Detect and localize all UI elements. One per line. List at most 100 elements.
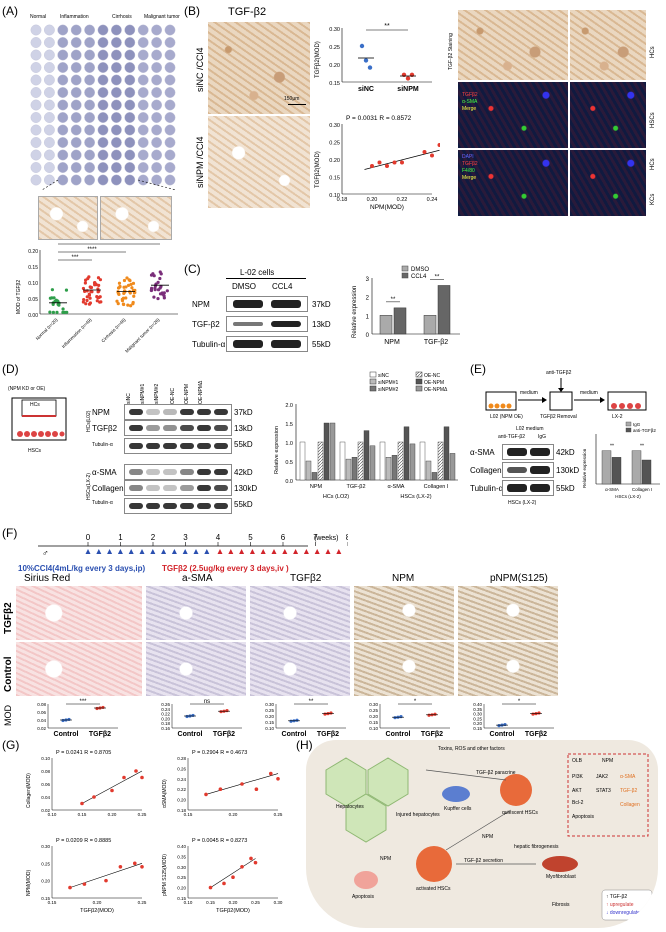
ytick-label: 0.18 (161, 721, 170, 726)
row-label-sinpm: siNPM /CCl4 (195, 136, 205, 188)
blot-band (214, 425, 228, 431)
blot-band (129, 409, 143, 415)
data-point (363, 58, 369, 63)
stat-label: P = 0.0209 R = 0.8885 (56, 838, 111, 844)
ytick-label: 0.15 (329, 176, 340, 182)
ytick-label: 0.30 (177, 865, 186, 870)
tma-spot (44, 99, 55, 111)
data-point (96, 276, 101, 280)
img-tgfb2-control (250, 642, 350, 696)
xtick-label: 0.22 (397, 197, 408, 203)
ytick-label: 1.0 (285, 441, 293, 447)
data-point (116, 291, 120, 295)
tma-spot (151, 74, 163, 86)
bar (449, 453, 456, 481)
tma-zoom-left (38, 196, 98, 240)
tma-spot (84, 137, 95, 148)
tma-spot (70, 24, 82, 36)
ytick-label: 0.20 (177, 886, 186, 891)
treat-tgfb2: TGFβ2 (2.5ug/kg every 3 days,iv ) (162, 564, 289, 573)
data-point (65, 310, 69, 314)
mod-dotplot: 0.26 0.24 0.22 0.20 0.18 0.16 Control TGFβ2 ns (150, 698, 250, 738)
bar (409, 443, 416, 481)
panel-label-h: (H) (296, 738, 313, 752)
panel-b-correlation: P = 0.0031 R = 0.8572 0.30 0.25 0.20 0.15 0.1… (312, 110, 442, 220)
week-label: 6 (281, 533, 286, 542)
data-point (83, 289, 87, 294)
ytick-label: 0.00 (28, 313, 38, 319)
tma-spot (70, 162, 82, 173)
h-label-olb: OLB (572, 758, 583, 764)
bar (419, 441, 426, 481)
week-label: 4 (216, 533, 221, 542)
xlabel: TGF-β2 (424, 339, 448, 346)
bar (385, 456, 392, 481)
tma-spot (164, 62, 176, 73)
tma-spot (44, 49, 55, 61)
xtick-label: 0.20 (367, 197, 378, 203)
stain-asma: a-SMA (182, 573, 213, 584)
data-point (118, 284, 122, 289)
ihc-sinc (208, 22, 310, 114)
tma-spot (84, 162, 95, 173)
blot-band (146, 425, 160, 431)
row-tgfb2: TGFβ2 (3, 602, 14, 634)
ytick-label: 0.16 (161, 726, 170, 731)
data-point (162, 294, 166, 298)
ylabel: pNPM S125(MOD) (162, 854, 168, 896)
img-tgfb2-tgfb2 (250, 586, 350, 640)
tma-spot (30, 62, 42, 73)
fluor-text-f480: F4/80 (462, 168, 475, 174)
blot-e-collagen (502, 462, 554, 478)
zoom-line (137, 179, 177, 191)
tgfb2-arrow (228, 549, 234, 554)
ccl4-arrow (117, 549, 123, 554)
xlabel: TGFβ2(MOD) (216, 908, 250, 914)
lane-sinpm2: siNPM#2 (154, 383, 160, 404)
tma-spot (44, 62, 55, 73)
ccl4-arrow (107, 549, 113, 554)
data-point (120, 299, 125, 303)
ytick-label: 0.15 (28, 265, 38, 271)
panel-c-barchart: 3 2 1 0 Relative expression DMSO CCL4 NPM ** TGF-… (348, 264, 468, 360)
tma-spot (97, 62, 109, 73)
bar (437, 285, 451, 335)
panel-f-ylabel: MOD (3, 705, 13, 726)
data-point (222, 881, 226, 886)
panel-b-title: TGF-β2 (228, 6, 267, 18)
h-label-activated: activated HSCs (416, 886, 451, 892)
tma-spot (97, 24, 109, 36)
h-label-akt: AKT (572, 788, 582, 794)
blot-band (214, 503, 228, 509)
mechanism-diagram: Toxins, ROS and other factors Hepatocyte… (306, 740, 658, 928)
tma-spot (84, 24, 95, 36)
data-point (218, 787, 223, 791)
bar (351, 456, 358, 481)
tma-spot (70, 112, 82, 123)
blot-band (180, 503, 194, 509)
tma-spot (97, 49, 109, 61)
fluor-image-1 (458, 82, 568, 148)
legend-label: anti-TGFβ2 (633, 428, 656, 433)
data-point (87, 302, 92, 306)
tma-spot (97, 149, 109, 161)
h-label-apoptosis-2: Apoptosis (572, 814, 594, 820)
data-point (430, 153, 434, 158)
ytick-label: 0.20 (28, 249, 38, 255)
ytick-label: 0.25 (473, 716, 482, 721)
ytick-label: 0.20 (473, 721, 482, 726)
data-point (393, 716, 397, 720)
bar (431, 472, 438, 481)
data-point (51, 302, 55, 306)
tma-spot (30, 49, 42, 61)
tma-spot (137, 49, 149, 61)
blot-band (146, 485, 160, 491)
h-legend-down: ↓ downregulate (606, 910, 640, 916)
correlation-plot: P = 0.2904 R = 0.4673 0.28 0.26 0.24 0.22 0.2… (156, 746, 286, 832)
h-label-paracrine: TGF-β2 paracrine (476, 770, 516, 776)
xlabel: Control (178, 731, 203, 738)
xtick-label: 0.15 (184, 812, 193, 817)
data-point (231, 875, 235, 879)
data-point (68, 885, 72, 890)
tma-spot (57, 162, 69, 173)
